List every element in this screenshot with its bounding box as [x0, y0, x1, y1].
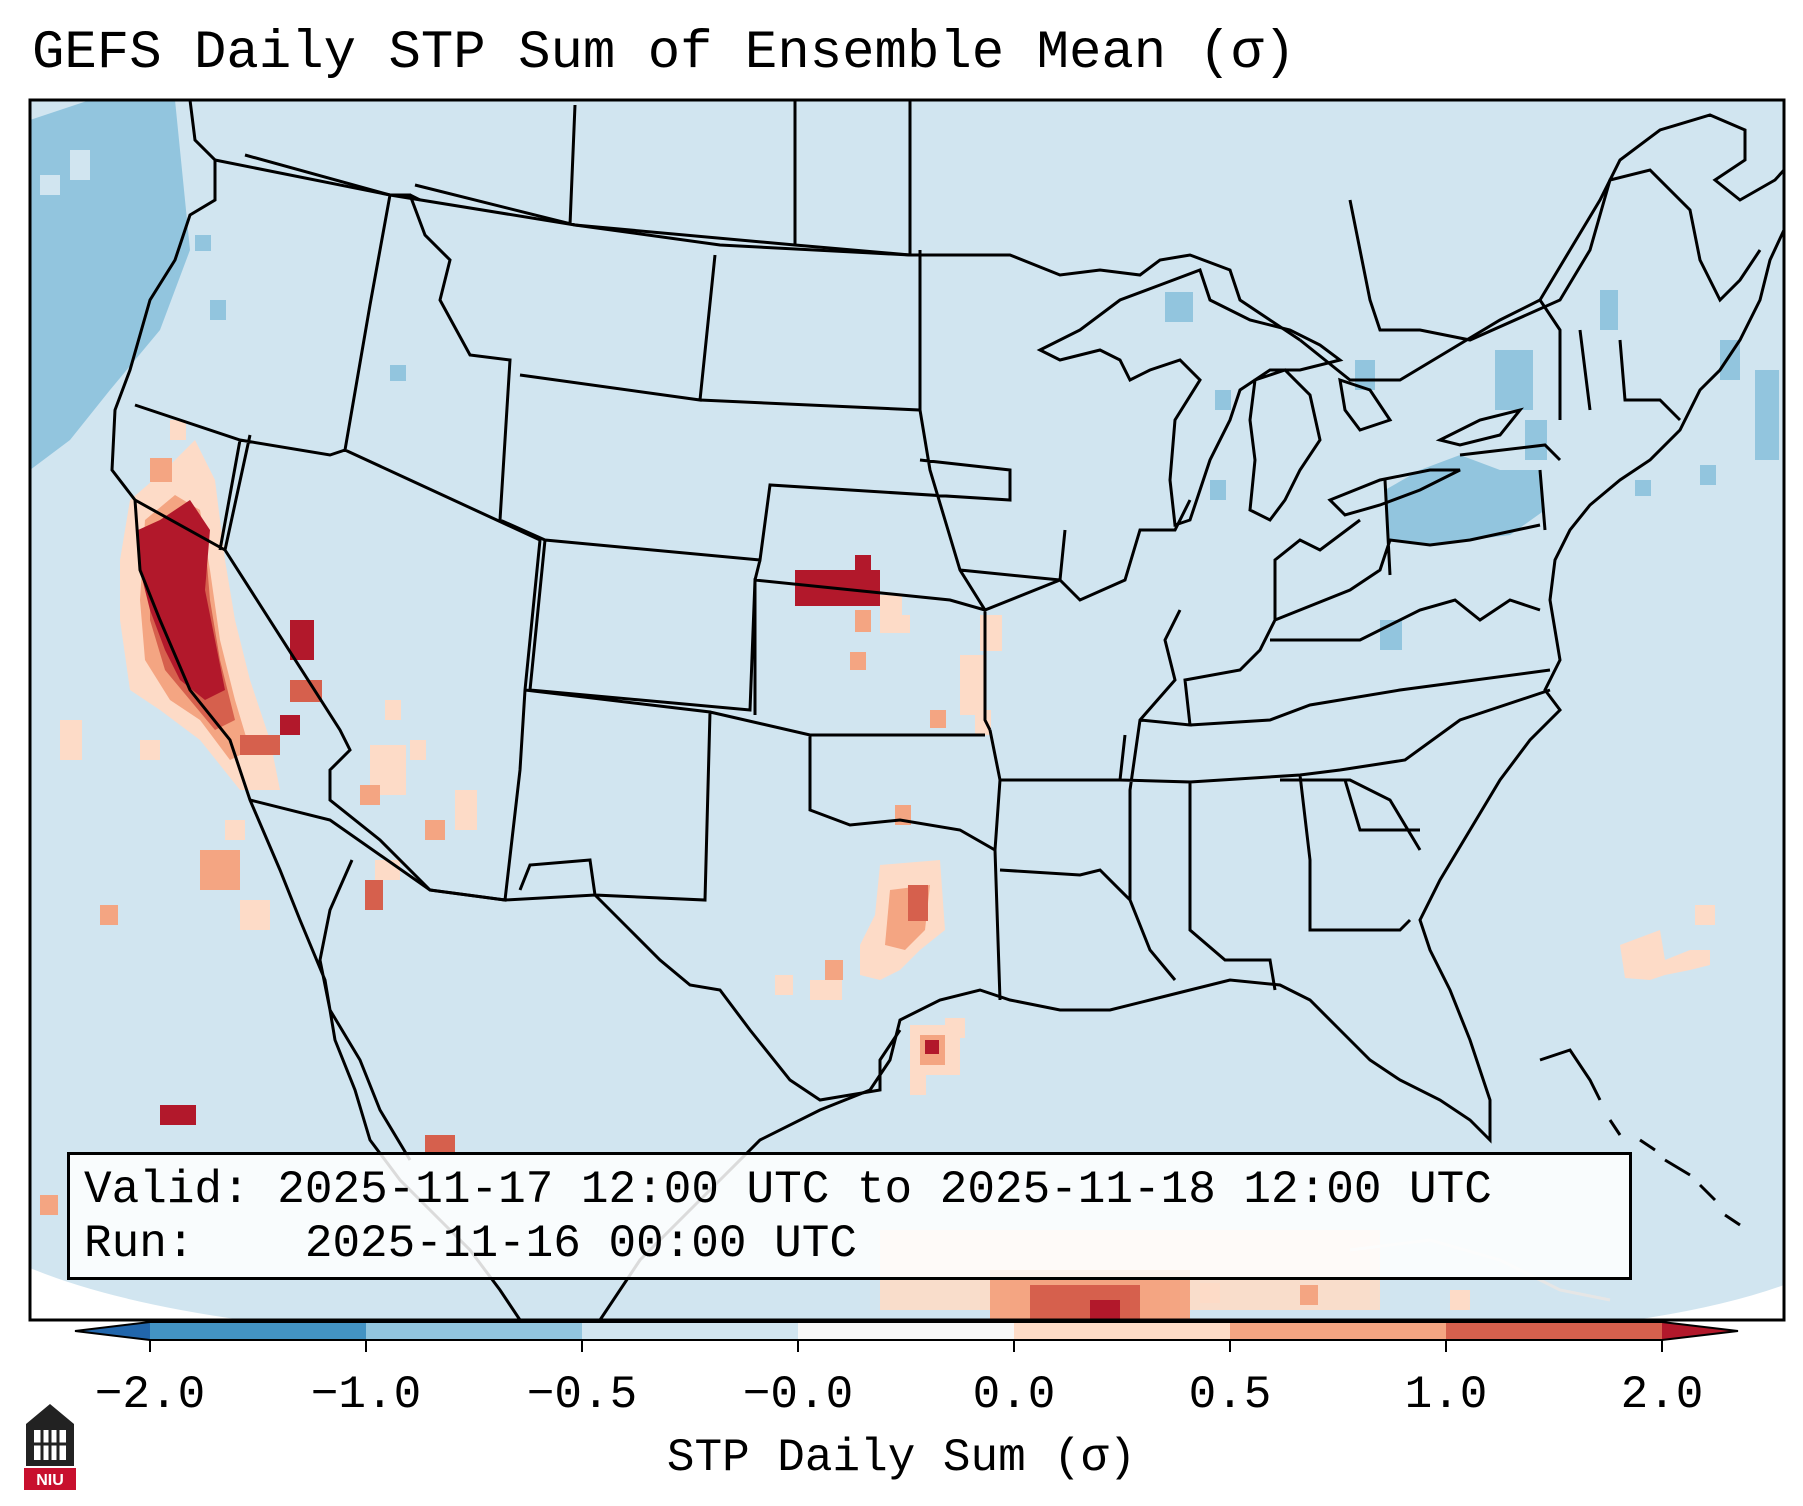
- colorbar-segment: [150, 1322, 366, 1340]
- run-value: 2025-11-16 00:00 UTC: [304, 1218, 857, 1270]
- colorbar-tick-label: 0.5: [1188, 1369, 1272, 1421]
- anomaly-pennsylvania: [1380, 290, 1779, 650]
- colorbar-segment: [1446, 1322, 1662, 1340]
- colorbar-segment: [1014, 1322, 1230, 1340]
- colorbar-tick-label: −1.0: [310, 1369, 422, 1421]
- anomaly-texas-coast: [910, 1018, 965, 1095]
- colorbar: [74, 1321, 1739, 1352]
- colorbar-label: STP Daily Sum (σ): [666, 1432, 1137, 1484]
- mexico-border: [249, 798, 902, 1102]
- niu-logo-text: NIU: [36, 1472, 64, 1489]
- colorbar-tick-label: 2.0: [1620, 1369, 1704, 1421]
- valid-line: Valid: 2025-11-17 12:00 UTC to 2025-11-1…: [84, 1163, 1615, 1217]
- map-title: GEFS Daily STP Sum of Ensemble Mean (σ): [32, 23, 1296, 84]
- anomaly-pacific-nw: [30, 100, 406, 470]
- anomaly-arizona: [360, 700, 477, 1155]
- niu-logo-icon: NIU: [24, 1404, 76, 1490]
- great-lakes: [1036, 268, 1524, 528]
- colorbar-tick-label: −0.5: [526, 1369, 638, 1421]
- map-frame: [28, 98, 1786, 1322]
- colorbar-segment: [582, 1322, 798, 1340]
- valid-value: 2025-11-17 12:00 UTC to 2025-11-18 12:00…: [277, 1164, 1492, 1216]
- colorbar-tick-label: 1.0: [1404, 1369, 1488, 1421]
- colorbar-tick-label: −2.0: [94, 1369, 206, 1421]
- valid-label: Valid:: [84, 1164, 250, 1216]
- run-line: Run: 2025-11-16 00:00 UTC: [84, 1217, 1615, 1271]
- colorbar-segment: [366, 1322, 582, 1340]
- colorbar-under-arrow: [75, 1322, 150, 1340]
- anomaly-atlantic: [1620, 905, 1715, 980]
- anomaly-texas: [775, 860, 945, 1000]
- canada-border: [214, 158, 1762, 342]
- colorbar-segment: [798, 1322, 1014, 1340]
- state-boundaries: [134, 100, 1682, 1001]
- valid-run-info-box: Valid: 2025-11-17 12:00 UTC to 2025-11-1…: [67, 1152, 1632, 1280]
- colorbar-segment: [1230, 1322, 1446, 1340]
- niu-logo: NIU: [20, 1396, 80, 1492]
- run-label: Run:: [84, 1218, 195, 1270]
- canada-coast: [1299, 113, 1784, 382]
- colorbar-tick-label: −0.0: [742, 1369, 854, 1421]
- anomaly-california: [40, 420, 322, 1215]
- anomaly-upper-michigan: [1165, 292, 1375, 500]
- colorbar-over-arrow: [1662, 1322, 1738, 1340]
- colorbar-tick-label: 0.0: [972, 1369, 1056, 1421]
